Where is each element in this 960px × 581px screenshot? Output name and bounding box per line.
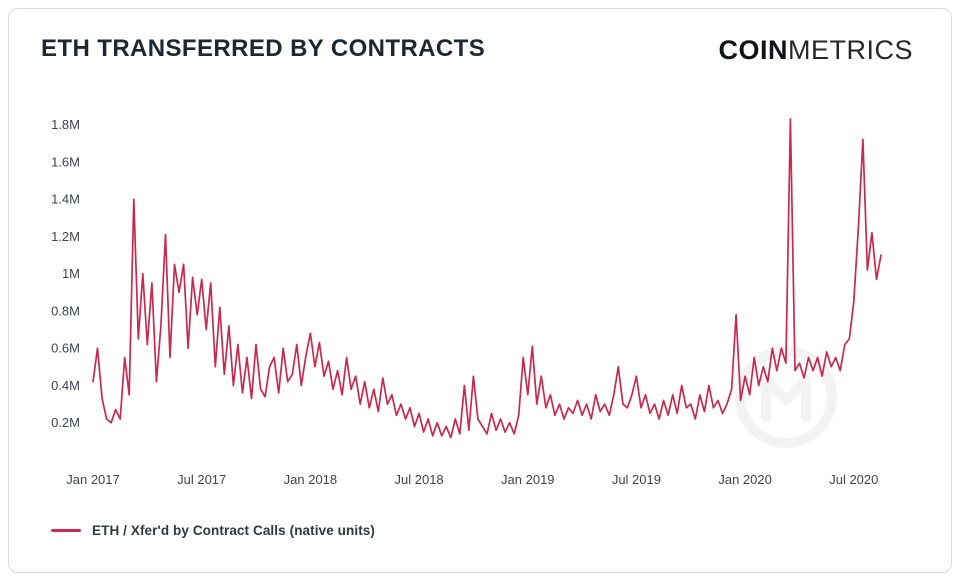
y-axis-tick-label: 0.6M — [51, 341, 80, 356]
y-axis-tick-label: 1M — [62, 266, 80, 281]
y-axis-tick-label: 0.2M — [51, 415, 80, 430]
header: ETH TRANSFERRED BY CONTRACTS COINMETRICS — [9, 9, 951, 66]
y-axis-tick-label: 1.8M — [51, 117, 80, 132]
legend: ETH / Xfer'd by Contract Calls (native u… — [51, 523, 951, 538]
logo-coin-text: COIN — [718, 35, 788, 65]
y-axis-tick-label: 1.2M — [51, 229, 80, 244]
chart-area: 0.2M 0.4M 0.6M 0.8M 1M 1.2M 1.4M 1.6M 1.8M Jan 20… — [9, 66, 951, 509]
x-axis-tick-label: Jan 2020 — [718, 472, 772, 487]
y-axis-tick-label: 0.8M — [51, 303, 80, 318]
y-axis-tick-label: 1.4M — [51, 192, 80, 207]
chart-title: ETH TRANSFERRED BY CONTRACTS — [41, 35, 486, 62]
logo-metrics-text: METRICS — [788, 35, 913, 65]
legend-label: ETH / Xfer'd by Contract Calls (native u… — [92, 523, 376, 538]
eth-transferred-line-chart: 0.2M 0.4M 0.6M 0.8M 1M 1.2M 1.4M 1.6M 1.8M Jan 20… — [51, 117, 882, 487]
x-axis-tick-label: Jan 2019 — [501, 472, 555, 487]
x-axis-tick-label: Jul 2020 — [829, 472, 878, 487]
x-axis-tick-label: Jul 2018 — [395, 472, 444, 487]
coinmetrics-logo: COINMETRICS — [719, 35, 914, 66]
y-axis-tick-label: 0.4M — [51, 378, 80, 393]
x-axis-tick-label: Jan 2018 — [284, 472, 338, 487]
x-axis-tick-label: Jul 2019 — [612, 472, 661, 487]
y-axis-tick-label: 1.6M — [51, 154, 80, 169]
chart-card: ETH TRANSFERRED BY CONTRACTS COINMETRICS… — [8, 8, 952, 573]
x-axis-tick-label: Jan 2017 — [66, 472, 120, 487]
legend-line-swatch — [51, 529, 81, 532]
x-axis-tick-label: Jul 2017 — [177, 472, 226, 487]
eth-transferred-line — [92, 118, 882, 439]
